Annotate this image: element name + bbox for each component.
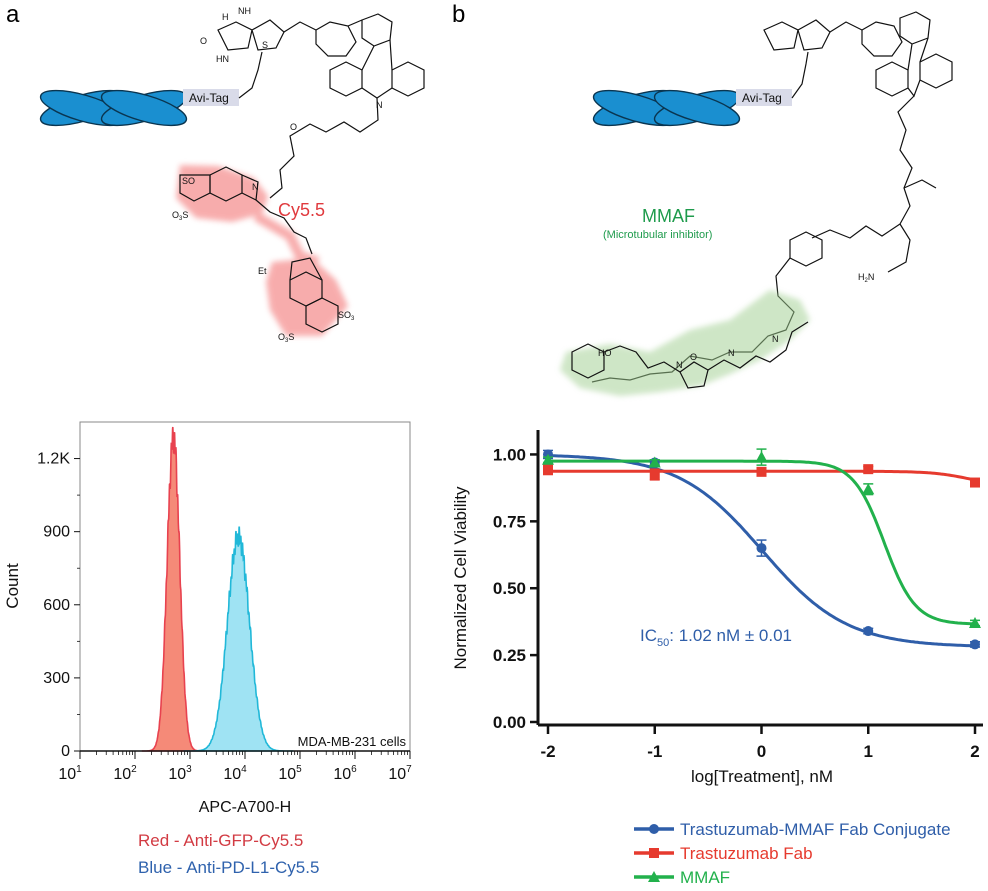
avi-tag-label-a: Avi-Tag: [189, 91, 229, 105]
data-point: [755, 451, 768, 463]
x-tick-label: 107: [388, 764, 412, 783]
svg-text:SO3: SO3: [338, 310, 355, 322]
avi-tag-box-b: [736, 89, 792, 106]
x-tick-label: 0: [757, 742, 766, 761]
ic50-annotation: IC50: 1.02 nM ± 0.01: [640, 626, 792, 649]
data-point: [863, 464, 874, 475]
x-tick-label: 1: [864, 742, 873, 761]
y-tick-label: 0.25: [493, 646, 526, 665]
y-tick-label: 900: [43, 524, 70, 541]
avi-tag-box-a: [183, 89, 239, 106]
mmaf-atoms: HO N O N N H2N: [598, 272, 874, 370]
y-tick-label: 0.50: [493, 579, 526, 598]
cy55-atoms: SO O3S N Et SO3 O3S: [172, 176, 355, 344]
x-tick-label: 103: [168, 764, 192, 783]
svg-text:N: N: [728, 348, 735, 358]
legend-marker: [649, 824, 659, 834]
antibody-fab-a: [39, 89, 188, 127]
data-point: [756, 543, 767, 554]
y-tick-label: 1.00: [493, 445, 526, 464]
data-point: [863, 626, 874, 637]
x-tick-label: 102: [113, 764, 137, 783]
svg-text:N: N: [676, 360, 683, 370]
viability-chart: 0.00 0.25 0.50 0.75 1.00 -2 -1 0 1 2 IC50: 1.02 nM…: [451, 430, 983, 887]
svg-text:O3S: O3S: [172, 210, 188, 222]
data-point: [756, 466, 767, 477]
y-tick-label: 0: [61, 743, 70, 760]
y-tick-label: 1.2K: [37, 451, 70, 468]
legend-label: MMAF: [680, 868, 730, 886]
svg-text:N: N: [376, 100, 383, 110]
cy55-structure: [179, 166, 339, 333]
svg-text:O3S: O3S: [278, 332, 294, 344]
data-point: [648, 456, 661, 468]
svg-text:O: O: [690, 352, 697, 362]
histogram-gfp: [141, 426, 205, 752]
antibody-fab-b: [592, 89, 741, 127]
svg-text:N: N: [772, 334, 779, 344]
data-point: [970, 477, 980, 488]
cy55-glow: [176, 165, 348, 336]
data-point: [970, 639, 980, 650]
legend-marker: [648, 871, 660, 882]
x-tick-label: -1: [647, 742, 662, 761]
avi-tag-label-b: Avi-Tag: [742, 91, 782, 105]
svg-text:O: O: [290, 122, 297, 132]
x-tick-label: 104: [223, 764, 247, 783]
mmaf-glow: [560, 290, 810, 396]
cy55-label: Cy5.5: [278, 200, 325, 220]
mmaf-sublabel: (Microtubular inhibitor): [603, 229, 712, 241]
x-tick-label: 101: [58, 764, 82, 783]
legend-pdl1: Blue - Anti-PD-L1-Cy5.5: [138, 858, 319, 877]
flow-histogram: 101 102 103 104 105 106 107 0 300 600 900 1.2K MDA-M…: [3, 421, 412, 877]
biotin-atoms-a: H NH O HN S N O: [200, 6, 383, 132]
svg-text:NH: NH: [238, 6, 251, 16]
y-tick-label: 600: [43, 597, 70, 614]
y-axis-label: Count: [3, 563, 22, 609]
legend-marker: [649, 848, 659, 858]
svg-text:S: S: [262, 40, 268, 50]
y-axis-label: Normalized Cell Viability: [451, 486, 470, 669]
x-axis-label: APC-A700-H: [199, 799, 291, 816]
svg-text:Et: Et: [258, 266, 267, 276]
x-tick-label: 2: [970, 742, 979, 761]
mmaf-structure: [571, 321, 809, 389]
panel-a-letter: a: [6, 1, 20, 28]
data-point: [542, 453, 554, 465]
y-tick-label: 300: [43, 670, 70, 687]
legend-label: Trastuzumab-MMAF Fab Conjugate: [680, 820, 951, 839]
svg-text:O: O: [200, 36, 207, 46]
y-tick-label: 0.00: [493, 713, 526, 732]
svg-text:H: H: [222, 12, 229, 22]
x-tick-label: 105: [278, 764, 302, 783]
x-axis-label: log[Treatment], nM: [691, 767, 833, 786]
cell-line-label: MDA-MB-231 cells: [298, 734, 407, 749]
svg-text:SO: SO: [182, 176, 195, 186]
x-tick-label: -2: [540, 742, 555, 761]
data-point: [862, 483, 875, 495]
svg-text:H2N: H2N: [858, 272, 874, 284]
data-point: [969, 617, 981, 629]
y-tick-label: 0.75: [493, 512, 526, 531]
svg-text:HN: HN: [216, 54, 229, 64]
x-tick-label: 106: [333, 764, 357, 783]
svg-text:HO: HO: [598, 348, 612, 358]
legend-gfp: Red - Anti-GFP-Cy5.5: [138, 831, 303, 850]
panel-b-letter: b: [452, 1, 465, 28]
data-point: [543, 464, 553, 475]
data-point: [649, 469, 660, 480]
histogram-pdl1: [183, 526, 294, 752]
legend-label: Trastuzumab Fab: [680, 844, 813, 863]
svg-text:N: N: [252, 182, 259, 192]
mmaf-label: MMAF: [642, 206, 695, 226]
biotin-linker-a: [217, 13, 425, 199]
